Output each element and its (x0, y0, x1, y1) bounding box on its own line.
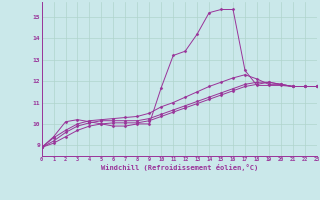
X-axis label: Windchill (Refroidissement éolien,°C): Windchill (Refroidissement éolien,°C) (100, 164, 258, 171)
